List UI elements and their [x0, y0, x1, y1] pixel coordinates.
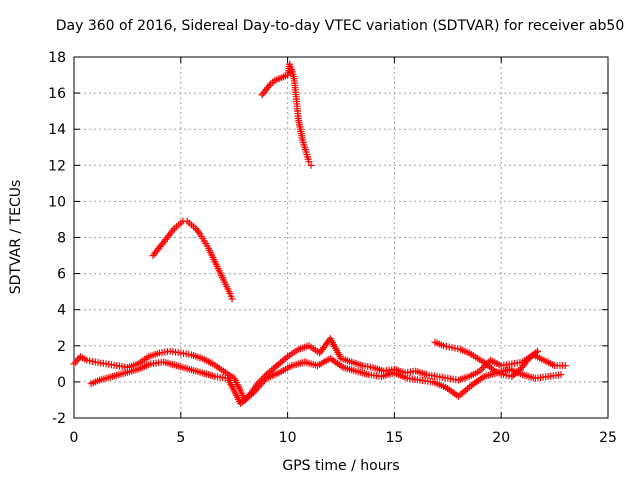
series-arc-high	[258, 60, 315, 169]
data-points	[70, 60, 569, 408]
x-axis-label: GPS time / hours	[282, 458, 399, 474]
y-axis-label: SDTVAR / TECUs	[8, 180, 24, 295]
grid-lines	[74, 57, 608, 418]
y-tick-label: 16	[48, 86, 66, 102]
data-point	[557, 371, 565, 379]
y-tick-label: 12	[48, 158, 66, 174]
x-tick-label: 10	[279, 430, 297, 446]
y-tick-label: 10	[48, 194, 66, 210]
y-tick-label: 2	[57, 339, 66, 355]
data-point	[534, 347, 542, 355]
data-point	[305, 158, 313, 166]
series-arc-late	[431, 338, 542, 380]
y-tick-label: -2	[52, 411, 66, 427]
y-tick-label: 18	[48, 50, 66, 66]
x-tick-label: 0	[70, 430, 79, 446]
x-tick-label: 20	[492, 430, 510, 446]
series-arc-mid	[149, 217, 236, 303]
data-point	[489, 366, 497, 374]
data-point	[561, 362, 569, 370]
x-tick-label: 15	[385, 430, 403, 446]
y-tick-label: 8	[57, 231, 66, 247]
x-tick-label: 5	[176, 430, 185, 446]
data-point	[228, 295, 236, 303]
y-tick-label: 6	[57, 267, 66, 283]
data-point	[307, 161, 315, 169]
data-point	[515, 367, 523, 375]
y-tick-label: 4	[57, 303, 66, 319]
data-point	[532, 349, 540, 357]
y-tick-label: 14	[48, 122, 66, 138]
x-tick-label: 25	[599, 430, 617, 446]
y-tick-label: 0	[57, 375, 66, 391]
chart-title: Day 360 of 2016, Sidereal Day-to-day VTE…	[56, 18, 625, 34]
